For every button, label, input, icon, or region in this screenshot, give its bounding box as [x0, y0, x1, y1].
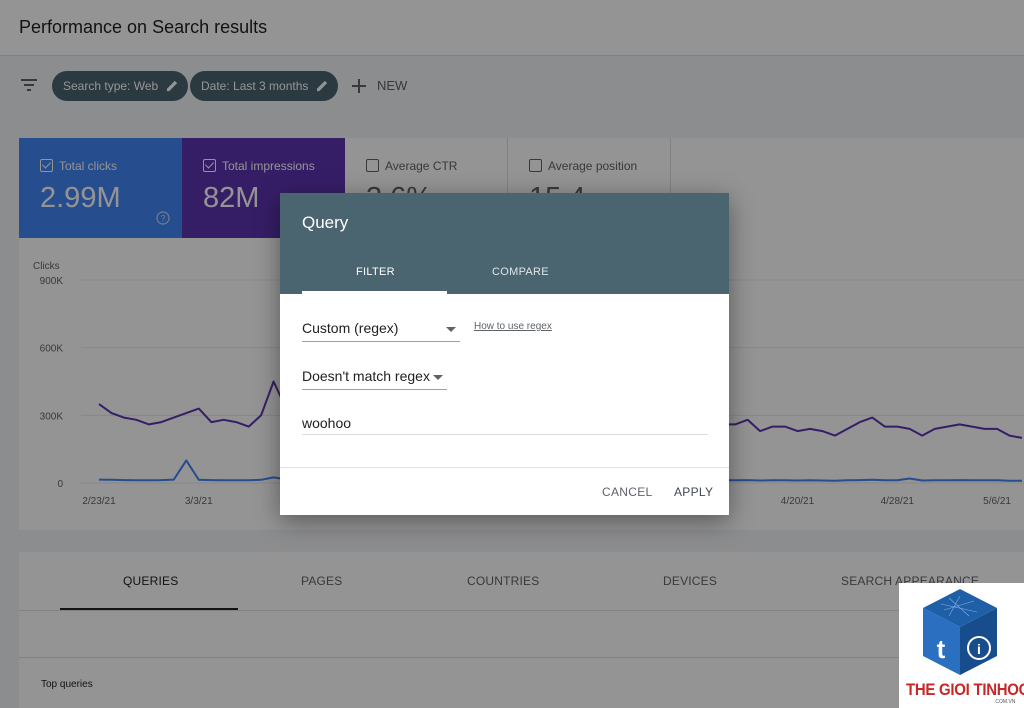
edit-icon [317, 80, 328, 92]
cancel-button[interactable]: CANCEL [602, 485, 653, 499]
query-filter-dialog: Query FILTER COMPARE Custom (regex) How … [280, 193, 729, 515]
checkbox-icon [203, 159, 216, 172]
x-tick-label: 2/23/21 [82, 496, 116, 507]
table-title: Top queries [41, 679, 93, 690]
y-tick-label: 900K [40, 276, 64, 287]
tab-countries[interactable]: COUNTRIES [467, 574, 540, 588]
new-label: NEW [377, 78, 408, 93]
x-tick-label: 4/28/21 [881, 496, 915, 507]
svg-text:t: t [937, 634, 946, 664]
divider [19, 657, 1024, 658]
metric-value: 2.99M [40, 182, 121, 214]
apply-button[interactable]: APPLY [674, 485, 714, 499]
chip-label: Date: Last 3 months [201, 79, 309, 93]
series-line-purple [98, 380, 1023, 439]
divider [19, 610, 1024, 611]
series-line-blue [98, 459, 1022, 482]
y-tick-label: 300K [40, 411, 64, 422]
match-type-dropdown[interactable]: Doesn't match regex [302, 364, 447, 390]
search-type-chip[interactable]: Search type: Web [52, 71, 189, 101]
dropdown-value: Doesn't match regex [302, 368, 430, 384]
y-axis-label: Clicks [33, 261, 60, 272]
x-tick-label: 4/20/21 [781, 496, 815, 507]
tab-queries[interactable]: QUERIES [123, 574, 179, 588]
metric-label: Total clicks [59, 159, 118, 173]
active-tab-indicator [60, 608, 238, 610]
page-header: Performance on Search results [0, 0, 1024, 56]
regex-input[interactable] [302, 411, 708, 435]
watermark-text: THE GIOI TINHOC [906, 680, 1024, 699]
x-tick-label: 3/3/21 [185, 496, 213, 507]
metric-total-clicks[interactable]: Total clicks 2.99M ? [19, 138, 182, 238]
date-range-chip[interactable]: Date: Last 3 months [190, 71, 339, 101]
tab-pages[interactable]: PAGES [301, 574, 343, 588]
regex-help-link[interactable]: How to use regex [474, 321, 552, 332]
dropdown-value: Custom (regex) [302, 320, 399, 336]
filter-toolbar: Search type: Web Date: Last 3 months NEW [0, 56, 1024, 114]
checkbox-icon [529, 159, 542, 172]
active-tab-indicator [302, 291, 447, 294]
tab-compare[interactable]: COMPARE [492, 266, 549, 278]
checkbox-icon [366, 159, 379, 172]
metric-label: Average CTR [385, 159, 458, 173]
divider [280, 467, 729, 468]
filter-type-dropdown[interactable]: Custom (regex) [302, 316, 460, 342]
watermark-domain: .COM.VN [994, 699, 1016, 705]
y-tick-label: 0 [57, 479, 63, 490]
metric-value: 82M [203, 182, 260, 214]
filter-icon[interactable] [20, 76, 38, 94]
cube-logo-icon: t i [923, 589, 997, 675]
y-tick-label: 600K [40, 344, 64, 355]
metric-label: Average position [548, 159, 638, 173]
chip-label: Search type: Web [63, 79, 159, 93]
dialog-header: Query FILTER COMPARE [280, 193, 729, 294]
plus-icon [352, 79, 366, 93]
watermark-logo: t i THE GIOI TINHOC .COM.VN [899, 583, 1024, 708]
caret-down-icon [433, 375, 443, 380]
svg-text:?: ? [160, 214, 165, 224]
page-title: Performance on Search results [19, 17, 268, 37]
checkbox-icon [40, 159, 53, 172]
dialog-title: Query [302, 213, 349, 232]
help-icon[interactable]: ? [156, 211, 170, 225]
svg-text:i: i [977, 641, 981, 657]
tab-devices[interactable]: DEVICES [663, 574, 718, 588]
metric-label: Total impressions [222, 159, 315, 173]
x-tick-label: 5/6/21 [983, 496, 1011, 507]
caret-down-icon [446, 327, 456, 332]
edit-icon [167, 80, 178, 92]
dimensions-card: QUERIES PAGES COUNTRIES DEVICES SEARCH A… [19, 552, 1024, 708]
tab-filter[interactable]: FILTER [356, 266, 395, 278]
